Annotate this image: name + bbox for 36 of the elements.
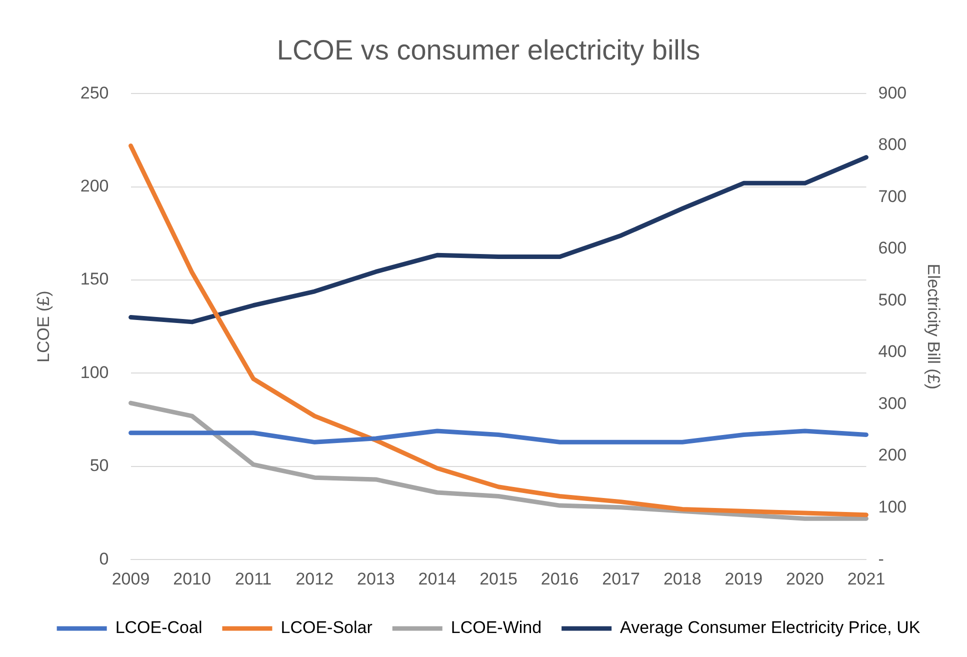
x-tick-label: 2012 xyxy=(296,569,334,588)
y2-tick-label: 900 xyxy=(878,83,907,102)
y-tick-label: 150 xyxy=(80,270,109,289)
legend-label: LCOE-Coal xyxy=(115,618,202,638)
x-tick-label: 2017 xyxy=(602,569,640,588)
x-tick-label: 2014 xyxy=(418,569,456,588)
y-tick-label: 0 xyxy=(99,549,109,568)
x-tick-label: 2010 xyxy=(173,569,211,588)
y-tick-label: 250 xyxy=(80,83,109,102)
x-tick-label: 2015 xyxy=(480,569,518,588)
y2-tick-label: 600 xyxy=(878,238,907,258)
x-tick-label: 2013 xyxy=(357,569,395,588)
y-tick-label: 100 xyxy=(80,362,109,382)
legend-label: LCOE-Wind xyxy=(450,618,542,638)
y2-tick-label: 300 xyxy=(878,394,907,413)
chart-title: LCOE vs consumer electricity bills xyxy=(276,34,700,66)
legend-label: LCOE-Solar xyxy=(280,618,373,638)
x-tick-label: 2019 xyxy=(724,569,763,588)
y2-tick-label: 800 xyxy=(878,135,907,154)
y2-tick-label: 500 xyxy=(878,290,907,310)
x-tick-label: 2011 xyxy=(235,569,272,588)
y2-tick-label: 400 xyxy=(878,342,907,362)
y2-tick-label: - xyxy=(878,549,884,568)
y2-tick-label: 700 xyxy=(878,186,907,206)
y-tick-label: 50 xyxy=(90,456,109,476)
y2-tick-label: 200 xyxy=(878,446,907,465)
y-tick-label: 200 xyxy=(80,176,109,196)
legend-label: Average Consumer Electricity Price, UK xyxy=(620,618,921,638)
x-tick-label: 2018 xyxy=(663,569,702,588)
x-tick-label: 2009 xyxy=(112,569,150,588)
x-tick-label: 2021 xyxy=(847,569,886,588)
y2-axis-title: Electricity Bill (£) xyxy=(924,264,944,390)
x-tick-label: 2020 xyxy=(786,569,824,588)
y2-tick-label: 100 xyxy=(878,498,907,517)
x-tick-label: 2016 xyxy=(540,569,579,588)
y-axis-title: LCOE (£) xyxy=(34,290,53,362)
